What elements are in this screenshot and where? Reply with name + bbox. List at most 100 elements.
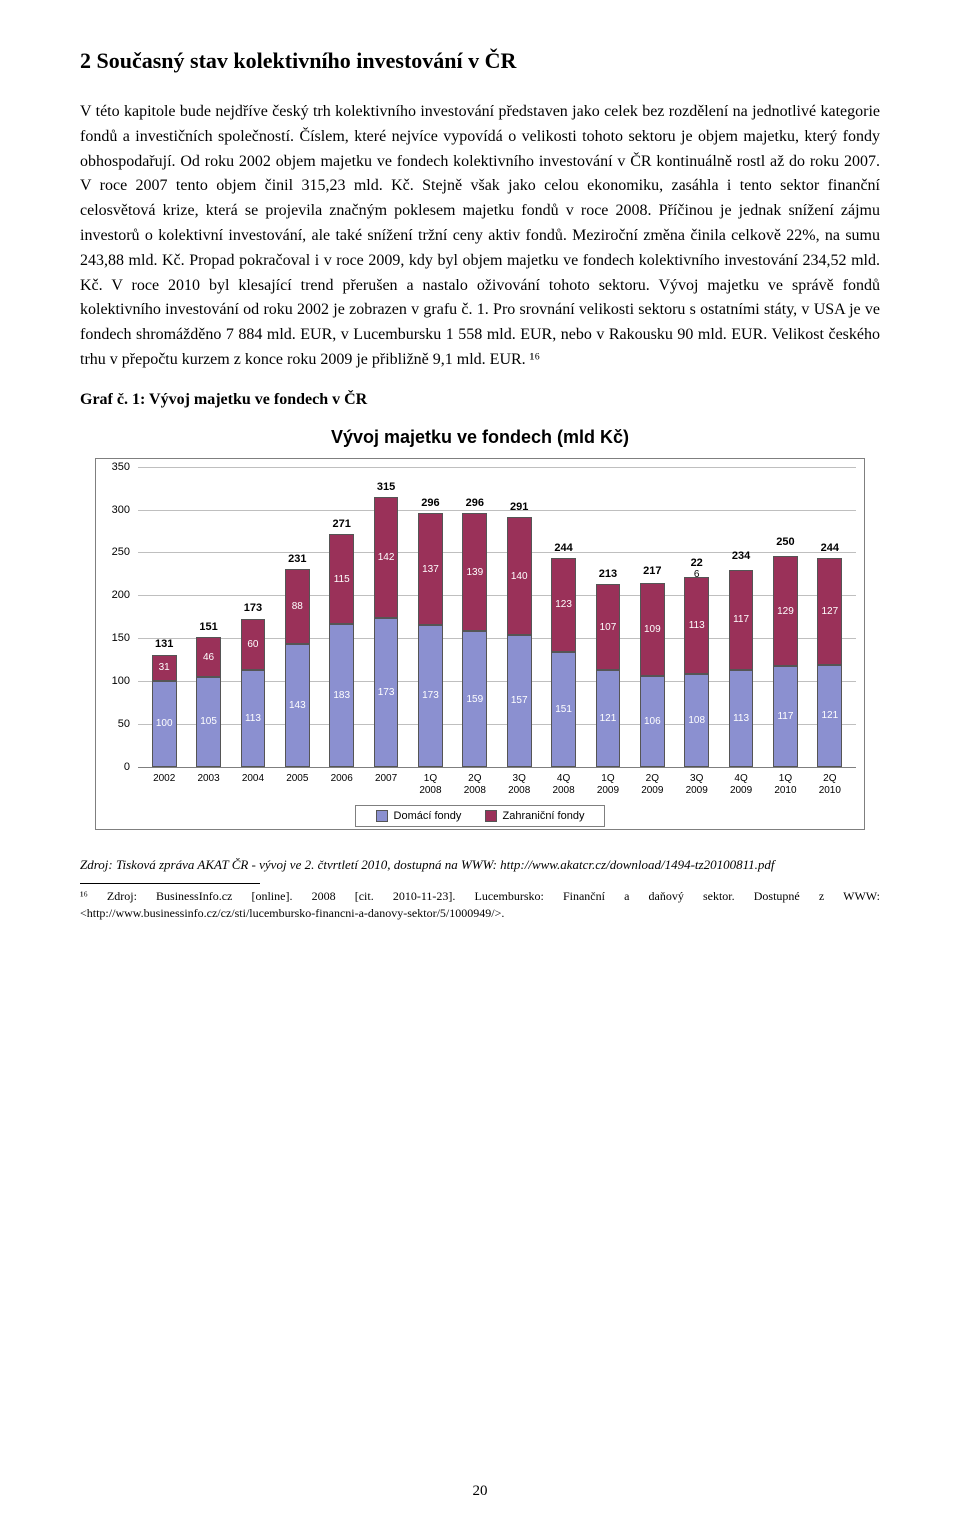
x-tick-label: 1Q 2008 (408, 773, 452, 797)
bar-stack: 622113108 (684, 573, 709, 767)
bar-segment-domestic: 159 (462, 631, 487, 766)
bar-segment-domestic: 105 (196, 677, 221, 767)
bar-column: 15146105 (186, 467, 230, 767)
bar-segment-foreign: 129 (773, 556, 798, 667)
bar-total-label: 315 (377, 481, 395, 493)
bar-segment-foreign: 31 (152, 655, 177, 682)
page-number: 20 (0, 1483, 960, 1500)
bar-total-label: 271 (333, 518, 351, 530)
chart-caption: Graf č. 1: Vývoj majetku ve fondech v ČR (80, 391, 880, 409)
chart-plot-area: 050100150200250300350 131311001514610517… (138, 467, 856, 767)
bar-stack: 217109106 (640, 581, 665, 767)
x-tick-label: 2Q 2009 (630, 773, 674, 797)
x-tick-label: 3Q 2008 (497, 773, 541, 797)
bar-segment-foreign: 117 (729, 570, 754, 670)
bar-segment-domestic: 100 (152, 681, 177, 767)
bar-segment-foreign: 140 (507, 517, 532, 635)
bar-segment-domestic: 113 (241, 670, 266, 767)
bar-segment-foreign: 137 (418, 513, 443, 625)
bar-segment-domestic: 173 (374, 618, 399, 766)
bar-column: 271 115183 (320, 467, 364, 767)
bar-total-label: 244 (821, 542, 839, 554)
y-tick-label: 250 (112, 546, 130, 558)
chart-x-axis: 2002200320042005200620071Q 20082Q 20083Q… (138, 771, 856, 797)
legend-label-foreign: Zahraniční fondy (503, 810, 585, 822)
bar-column: 234 117113 (719, 467, 763, 767)
bar-total-label: 250 (776, 536, 794, 548)
bar-stack: 244127121 (817, 558, 842, 767)
bar-segment-foreign: 127 (817, 558, 842, 665)
bar-total-label: 213 (599, 568, 617, 580)
bar-segment-foreign: 60 (241, 619, 266, 670)
bar-segment-foreign: 46 (196, 637, 221, 676)
bar-column: 244 123151 (541, 467, 585, 767)
bar-segment-foreign: 88 (285, 569, 310, 644)
bar-segment-foreign: 113 (684, 577, 709, 674)
bar-stack: 291140157 (507, 517, 532, 766)
chart-source: Zdroj: Tisková zpráva AKAT ČR - vývoj ve… (80, 856, 880, 874)
bar-column: 315142173 (364, 467, 408, 767)
bar-column: 250 129117 (763, 467, 807, 767)
bar-segment-domestic: 143 (285, 644, 310, 767)
bar-column: 296137173 (408, 467, 452, 767)
legend-swatch-domestic (376, 810, 388, 822)
bar-segment-domestic: 183 (329, 624, 354, 767)
bar-segment-domestic: 121 (817, 665, 842, 767)
x-tick-label: 3Q 2009 (675, 773, 719, 797)
chart-container: Vývoj majetku ve fondech (mld Kč) 050100… (95, 427, 865, 830)
bar-segment-foreign: 139 (462, 513, 487, 631)
bar-total-label: 173 (244, 602, 262, 614)
chart-title: Vývoj majetku ve fondech (mld Kč) (95, 427, 865, 448)
x-tick-label: 2Q 2010 (808, 773, 852, 797)
bar-column: 23188143 (275, 467, 319, 767)
legend-item-domestic: Domácí fondy (376, 810, 462, 822)
bar-total-label: 131 (155, 638, 173, 650)
bar-stack: 296137173 (418, 513, 443, 767)
bar-column: 622113108 (675, 467, 719, 767)
y-tick-label: 100 (112, 675, 130, 687)
bar-total-label: 234 (732, 550, 750, 562)
x-tick-label: 2004 (231, 773, 275, 797)
bar-total-label: 22 (691, 557, 703, 569)
x-tick-label: 4Q 2009 (719, 773, 763, 797)
bar-segment-domestic: 113 (729, 670, 754, 767)
legend-label-domestic: Domácí fondy (394, 810, 462, 822)
bar-segment-domestic: 117 (773, 666, 798, 766)
bar-stack: 17360113 (241, 618, 266, 766)
bar-column: 173 60113 (231, 467, 275, 767)
bar-stack: 250129117 (773, 552, 798, 766)
chart-legend: Domácí fondy Zahraniční fondy (355, 805, 605, 827)
chart-box: 050100150200250300350 131311001514610517… (95, 458, 865, 830)
bar-stack: 244123151 (551, 558, 576, 767)
bar-stack: 296139159 (462, 513, 487, 767)
footnote: ¹⁶ Zdroj: BusinessInfo.cz [online]. 2008… (80, 888, 880, 920)
x-tick-label: 2006 (320, 773, 364, 797)
bar-segment-foreign: 123 (551, 558, 576, 652)
bar-segment-domestic: 151 (551, 652, 576, 767)
x-tick-label: 1Q 2010 (763, 773, 807, 797)
bar-total-label: 244 (554, 542, 572, 554)
x-tick-label: 4Q 2008 (541, 773, 585, 797)
x-tick-label: 1Q 2009 (586, 773, 630, 797)
bar-column: 131 31100 (142, 467, 186, 767)
y-tick-label: 150 (112, 632, 130, 644)
bar-stack: 234117113 (729, 566, 754, 767)
bar-column: 296139159 (453, 467, 497, 767)
bar-stack: 213107121 (596, 584, 621, 767)
bar-stack: 271115183 (329, 534, 354, 766)
x-tick-label: 2003 (186, 773, 230, 797)
bar-segment-foreign: 115 (329, 534, 354, 624)
x-tick-label: 2Q 2008 (453, 773, 497, 797)
bar-stack: 13131100 (152, 654, 177, 766)
y-tick-label: 200 (112, 589, 130, 601)
footnote-separator (80, 883, 260, 884)
x-tick-label: 2002 (142, 773, 186, 797)
y-tick-label: 350 (112, 461, 130, 473)
bar-stack: 15146105 (196, 637, 221, 766)
x-tick-label: 2005 (275, 773, 319, 797)
y-tick-label: 50 (118, 718, 130, 730)
y-tick-label: 300 (112, 504, 130, 516)
bar-column: 244 127121 (808, 467, 852, 767)
bar-stack: 315142173 (374, 497, 399, 767)
bar-segment-domestic: 121 (596, 670, 621, 767)
